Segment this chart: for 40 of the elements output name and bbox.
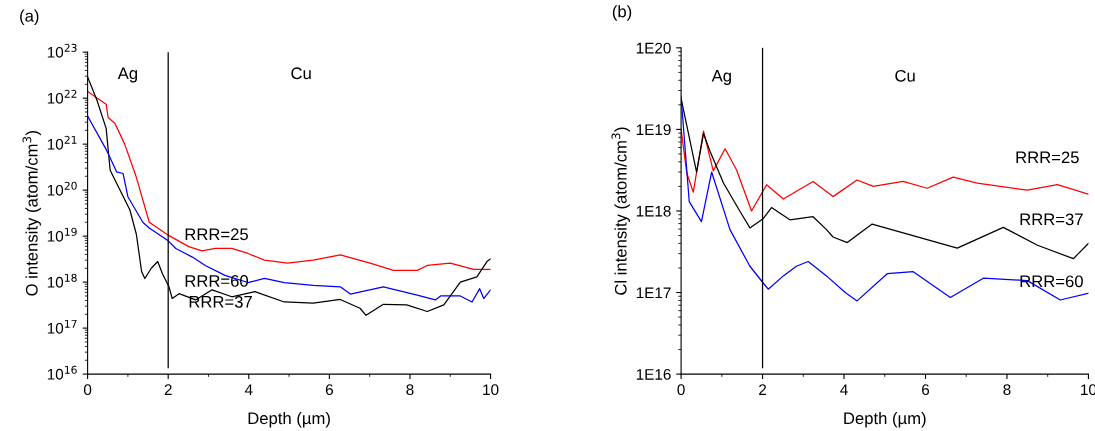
x-tick-label: 6 xyxy=(922,384,930,396)
y-tick-label: 1E16 xyxy=(636,368,671,380)
y-axis-title: Cl intensity (atom/cm$^{3}$) xyxy=(611,127,630,295)
y-tick-label: 10$^{18}$ xyxy=(47,273,77,288)
x-tick-label: 6 xyxy=(325,384,333,396)
y-tick-label: 1E19 xyxy=(636,124,671,136)
x-tick-label: 2 xyxy=(164,384,172,395)
y-tick-label: 10$^{19}$ xyxy=(47,227,77,242)
y-tick-label: 10$^{17}$ xyxy=(47,319,77,334)
x-axis-title: Depth (µm) xyxy=(248,411,330,428)
y-tick-label: 10$^{20}$ xyxy=(47,181,77,196)
series-label: RRR=60 xyxy=(185,275,249,287)
annotation: Cu xyxy=(895,69,915,82)
series-label: RRR=37 xyxy=(1020,213,1083,226)
chart-title: (a) xyxy=(20,9,39,26)
x-tick-label: 8 xyxy=(1003,384,1011,396)
x-axis-title: Depth (µm) xyxy=(844,411,926,428)
y-tick-label: 10$^{16}$ xyxy=(47,365,77,380)
y-tick-label: 10$^{23}$ xyxy=(47,43,77,58)
y-tick-label: 1E17 xyxy=(636,287,671,299)
x-tick-label: 4 xyxy=(244,384,253,395)
x-tick-label: 8 xyxy=(406,384,414,396)
x-tick-label: 4 xyxy=(840,384,848,395)
y-axis-title: O intensity (atom/cm$^{3}$) xyxy=(22,131,41,296)
y-tick-label: 10$^{22}$ xyxy=(47,89,77,104)
x-tick-label: 0 xyxy=(83,384,92,396)
x-tick-label: 10 xyxy=(483,384,499,396)
x-tick-label: 0 xyxy=(677,384,685,396)
annotation: Cu xyxy=(291,67,311,80)
series-label: RRR=25 xyxy=(1016,151,1079,164)
series-label: RRR=60 xyxy=(1020,275,1083,288)
series-label: RRR=25 xyxy=(185,228,248,241)
series-label: RRR=37 xyxy=(189,295,252,308)
y-tick-label: 10$^{21}$ xyxy=(47,135,77,150)
y-tick-label: 1E20 xyxy=(636,42,671,54)
annotation: Ag xyxy=(117,67,138,83)
chart-title: (b) xyxy=(612,5,632,21)
x-tick-label: 2 xyxy=(759,384,767,395)
annotation: Ag xyxy=(711,70,731,85)
y-tick-label: 1E18 xyxy=(636,205,671,217)
